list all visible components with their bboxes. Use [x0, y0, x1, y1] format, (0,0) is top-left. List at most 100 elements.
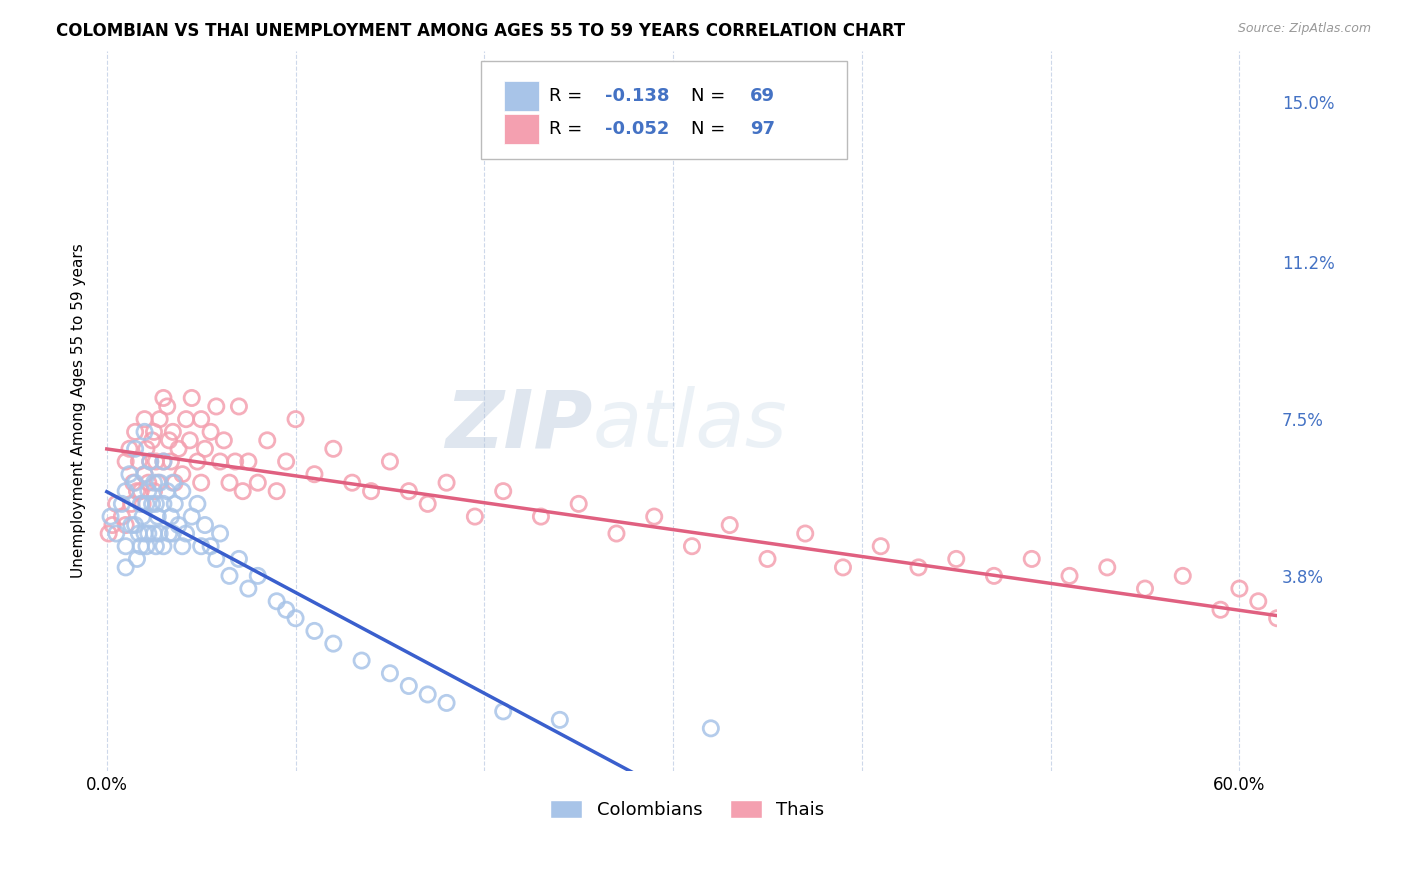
Text: atlas: atlas [593, 386, 787, 464]
Point [143, 484, 166, 499]
Text: ZIP: ZIP [446, 386, 593, 464]
Point [139, 454, 162, 468]
Point [246, 569, 269, 583]
Point [114, 454, 136, 468]
Point [1059, 569, 1081, 583]
Point [160, 509, 183, 524]
Point [1323, 611, 1346, 625]
Point [209, 454, 232, 468]
Point [174, 526, 197, 541]
Point [135, 497, 157, 511]
Point [152, 391, 174, 405]
Point [340, 475, 363, 490]
Point [111, 497, 134, 511]
Point [172, 539, 194, 553]
Point [1285, 594, 1308, 608]
Point [157, 434, 180, 448]
Point [114, 518, 136, 533]
Point [304, 467, 326, 482]
Point [274, 454, 297, 468]
Point [360, 484, 382, 499]
Point [322, 637, 344, 651]
Point [135, 539, 157, 553]
Point [160, 454, 183, 468]
Text: R =: R = [550, 87, 588, 105]
Point [141, 434, 163, 448]
Point [162, 475, 184, 490]
Point [945, 552, 967, 566]
Point [124, 518, 146, 533]
Point [172, 467, 194, 482]
Point [180, 391, 202, 405]
Point [983, 569, 1005, 583]
Point [492, 705, 515, 719]
Point [1341, 637, 1364, 651]
Point [146, 509, 169, 524]
Point [209, 526, 232, 541]
FancyBboxPatch shape [481, 62, 846, 159]
Point [124, 442, 146, 456]
Point [794, 526, 817, 541]
Point [118, 442, 141, 456]
Point [200, 539, 222, 553]
Text: COLOMBIAN VS THAI UNEMPLOYMENT AMONG AGES 55 TO 59 YEARS CORRELATION CHART: COLOMBIAN VS THAI UNEMPLOYMENT AMONG AGE… [56, 22, 905, 40]
Point [1171, 569, 1194, 583]
FancyBboxPatch shape [505, 81, 538, 112]
Point [141, 497, 163, 511]
Point [149, 475, 172, 490]
Point [1133, 582, 1156, 596]
Point [436, 475, 458, 490]
Point [125, 552, 148, 566]
Point [416, 688, 439, 702]
Point [186, 454, 208, 468]
Point [120, 518, 142, 533]
Point [212, 434, 235, 448]
Point [105, 526, 128, 541]
Point [101, 518, 124, 533]
Point [194, 518, 217, 533]
Point [568, 497, 591, 511]
Point [156, 484, 179, 499]
Point [163, 475, 186, 490]
Point [129, 497, 152, 511]
Point [643, 509, 665, 524]
Point [266, 594, 288, 608]
Point [145, 454, 167, 468]
Point [124, 425, 146, 439]
Point [274, 603, 297, 617]
Point [122, 475, 145, 490]
Point [232, 484, 254, 499]
Point [163, 497, 186, 511]
Point [167, 518, 190, 533]
Point [224, 454, 246, 468]
Point [756, 552, 779, 566]
Point [134, 412, 156, 426]
Point [131, 497, 153, 511]
Point [172, 484, 194, 499]
Point [869, 539, 891, 553]
Point [114, 560, 136, 574]
Text: 97: 97 [749, 120, 775, 138]
Point [143, 475, 166, 490]
Point [322, 442, 344, 456]
Point [398, 484, 420, 499]
Point [1021, 552, 1043, 566]
Text: 69: 69 [749, 87, 775, 105]
Point [97, 526, 120, 541]
Point [152, 454, 174, 468]
Point [134, 467, 156, 482]
Point [378, 454, 401, 468]
Point [1097, 560, 1119, 574]
Point [256, 434, 278, 448]
Point [180, 509, 202, 524]
Point [125, 484, 148, 499]
Point [700, 722, 723, 736]
Point [190, 412, 212, 426]
Point [1303, 624, 1326, 638]
Point [100, 509, 122, 524]
Point [136, 526, 159, 541]
Point [266, 484, 288, 499]
Point [907, 560, 929, 574]
Text: -0.052: -0.052 [605, 120, 669, 138]
Point [464, 509, 486, 524]
